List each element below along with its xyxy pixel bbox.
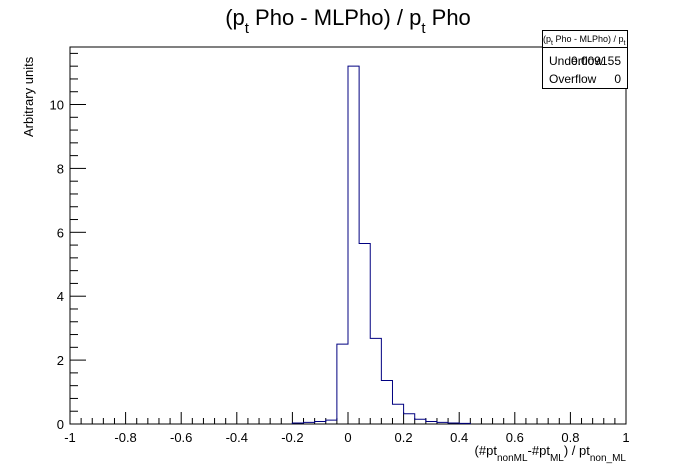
x-tick-label: 0.2 bbox=[395, 430, 413, 445]
x-tick-label: 0.4 bbox=[450, 430, 468, 445]
x-tick-label: -0.8 bbox=[114, 430, 136, 445]
x-tick-label: -1 bbox=[64, 430, 76, 445]
x-axis-label: (#ptnonML-#ptML) / ptnon_ML bbox=[475, 443, 627, 464]
stats-underflow-label: Underflow bbox=[549, 54, 604, 68]
stats-overflow-label: Overflow bbox=[549, 72, 597, 86]
y-tick-label: 8 bbox=[57, 161, 64, 176]
stats-row-underflow: Underflow 0.009155 bbox=[549, 53, 621, 69]
y-tick-label: 2 bbox=[57, 353, 64, 368]
y-axis-label: Arbitrary units bbox=[21, 56, 36, 137]
x-tick-label: 0.8 bbox=[561, 430, 579, 445]
stats-overflow-value: 0 bbox=[614, 72, 621, 86]
x-axis-tick-labels: -1 -0.8 -0.6 -0.4 -0.2 0 0.2 0.4 0.6 0.8 1 bbox=[64, 430, 629, 445]
stats-row-overflow: Overflow 0 bbox=[549, 71, 621, 87]
x-tick-label: -0.6 bbox=[170, 430, 192, 445]
y-axis-tick-labels: 0 2 4 6 8 10 bbox=[50, 98, 64, 432]
x-tick-label: 0 bbox=[344, 430, 351, 445]
y-tick-label: 4 bbox=[57, 289, 64, 304]
stats-box: (pt Pho - MLPho) / pt Pho Underflow 0.00… bbox=[542, 30, 628, 89]
y-tick-label: 6 bbox=[57, 225, 64, 240]
histogram-series-line bbox=[291, 65, 471, 424]
y-tick-label: 0 bbox=[57, 417, 64, 432]
chart-title: (pt Pho - MLPho) / pt Pho bbox=[225, 5, 471, 37]
x-tick-label: -0.4 bbox=[226, 430, 248, 445]
x-axis-ticks bbox=[69, 412, 627, 424]
y-tick-label: 10 bbox=[50, 98, 64, 113]
x-tick-label: -0.2 bbox=[281, 430, 303, 445]
x-tick-label: 1 bbox=[622, 430, 629, 445]
stats-underflow-value: 0.009155 bbox=[570, 54, 621, 68]
y-axis-ticks bbox=[70, 52, 86, 425]
stats-box-title: (pt Pho - MLPho) / pt Pho bbox=[543, 31, 627, 48]
x-tick-label: 0.6 bbox=[506, 430, 524, 445]
